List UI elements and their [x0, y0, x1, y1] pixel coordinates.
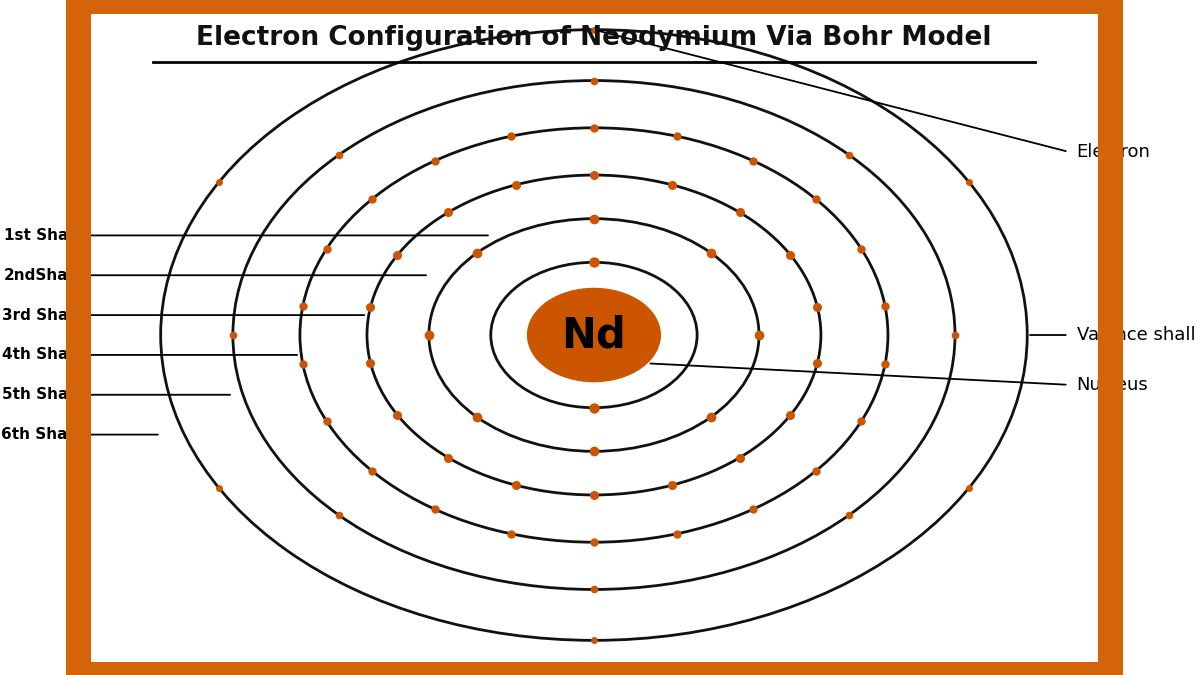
Text: 6th Shall: 6th Shall: [1, 427, 78, 442]
Text: Valence shall: Valence shall: [1076, 326, 1195, 344]
Text: Nucleus: Nucleus: [1076, 376, 1148, 394]
Text: Electron Configuration of Neodymium Via Bohr Model: Electron Configuration of Neodymium Via …: [196, 25, 991, 51]
Text: Nd: Nd: [562, 314, 626, 356]
Text: 2ndShall: 2ndShall: [4, 268, 78, 283]
Text: 5th Shall: 5th Shall: [1, 387, 78, 402]
Text: Electron: Electron: [1076, 143, 1151, 161]
Ellipse shape: [527, 288, 661, 382]
Text: 4th Shall: 4th Shall: [1, 348, 78, 362]
Text: 1st Shall: 1st Shall: [4, 228, 78, 243]
Text: 3rd Shall: 3rd Shall: [1, 308, 78, 323]
